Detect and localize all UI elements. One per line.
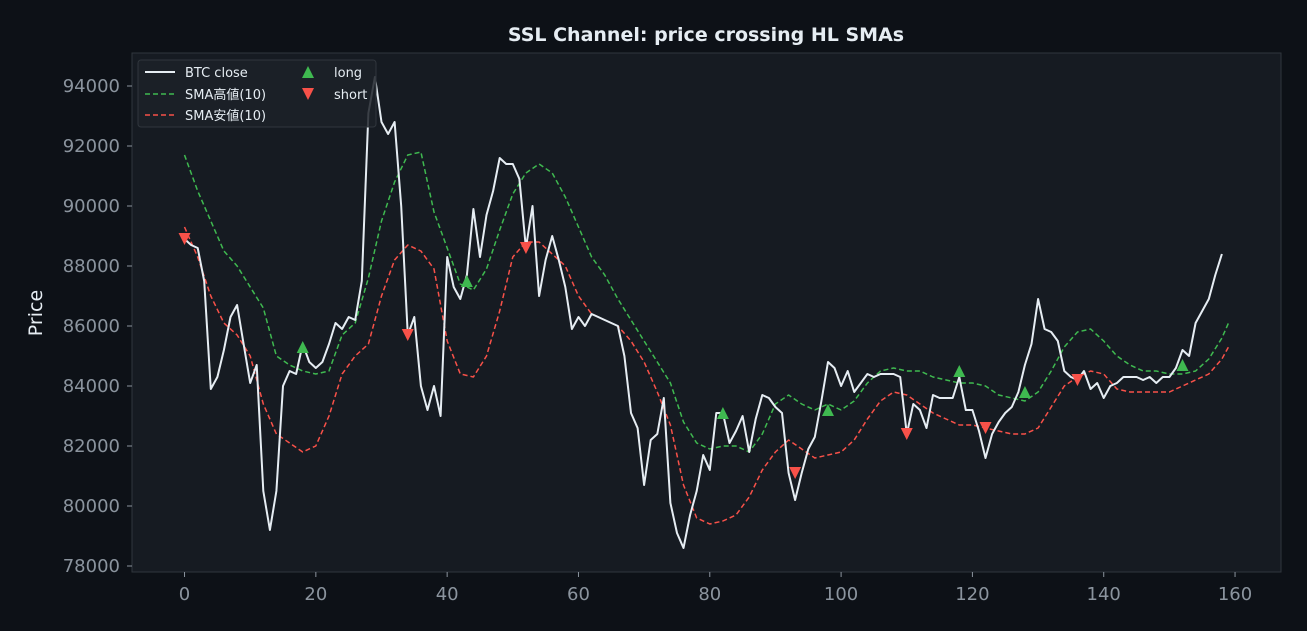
line-sma-high — [183, 151, 1230, 453]
x-axis-ticks: 0 20 40 60 80 100 120 140 160 — [179, 572, 1252, 605]
series-lines — [183, 76, 1230, 549]
x-tick-label: 0 — [179, 584, 190, 605]
plot-area — [131, 52, 1282, 573]
short-marker — [900, 428, 913, 440]
short-marker — [1071, 374, 1084, 386]
x-tick-label: 140 — [1087, 584, 1121, 605]
long-marker — [1176, 359, 1189, 371]
x-tick-label: 80 — [698, 584, 721, 605]
x-tick-label: 160 — [1218, 584, 1252, 605]
legend-label-sma-low: SMA安値(10) — [185, 108, 266, 124]
y-axis-ticks: 78000 80000 82000 84000 86000 88000 90000 92000… — [63, 76, 132, 577]
legend-swatch-short — [302, 88, 314, 100]
y-tick-label: 90000 — [63, 196, 120, 217]
x-tick-label: 40 — [436, 584, 459, 605]
x-tick-label: 100 — [824, 584, 858, 605]
y-tick-label: 80000 — [63, 496, 120, 517]
y-tick-label: 86000 — [63, 316, 120, 337]
x-tick-label: 60 — [567, 584, 590, 605]
y-tick-label: 78000 — [63, 556, 120, 577]
long-marker — [953, 365, 966, 377]
x-tick-label: 20 — [304, 584, 327, 605]
long-marker — [1018, 386, 1031, 398]
long-marker — [821, 404, 834, 416]
chart-title: SSL Channel: price crossing HL SMAs — [508, 24, 904, 46]
long-marker — [716, 407, 729, 419]
legend-label-close: BTC close — [185, 66, 248, 81]
x-tick-label: 120 — [955, 584, 989, 605]
y-tick-label: 84000 — [63, 376, 120, 397]
short-marker — [178, 233, 191, 245]
long-marker — [460, 275, 473, 287]
line-btc-close — [183, 76, 1223, 549]
legend-label-sma-high: SMA高値(10) — [185, 87, 266, 103]
legend-swatch-long — [302, 66, 314, 78]
y-tick-label: 88000 — [63, 256, 120, 277]
y-axis-label: Price — [25, 290, 47, 336]
line-sma-low — [183, 226, 1230, 525]
short-marker — [519, 242, 532, 254]
signal-markers — [178, 233, 1189, 479]
y-tick-label: 82000 — [63, 436, 120, 457]
y-tick-label: 94000 — [63, 76, 120, 97]
y-tick-label: 92000 — [63, 136, 120, 157]
legend-label-short: short — [334, 88, 367, 103]
short-marker — [401, 329, 414, 341]
legend-label-long: long — [334, 66, 362, 81]
short-marker — [979, 422, 992, 434]
long-marker — [296, 341, 309, 353]
legend-box — [137, 59, 377, 128]
short-marker — [789, 467, 802, 479]
legend: BTC close SMA高値(10) SMA安値(10) long short — [137, 59, 377, 128]
